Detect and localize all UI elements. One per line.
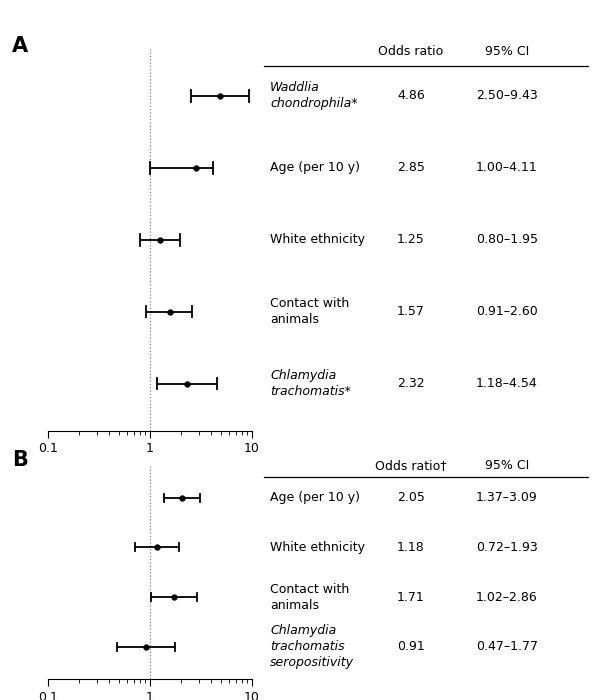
Text: B: B bbox=[12, 451, 28, 470]
Text: 2.85: 2.85 bbox=[397, 161, 425, 174]
Text: 1.18: 1.18 bbox=[397, 541, 425, 554]
Text: Age (per 10 y): Age (per 10 y) bbox=[270, 161, 360, 174]
Text: 95% CI: 95% CI bbox=[485, 46, 529, 58]
Text: Contact with
animals: Contact with animals bbox=[270, 582, 349, 612]
Text: 0.47–1.77: 0.47–1.77 bbox=[476, 640, 538, 653]
Text: 4.86: 4.86 bbox=[397, 90, 425, 102]
Text: White ethnicity: White ethnicity bbox=[270, 541, 365, 554]
Text: Odds ratio: Odds ratio bbox=[379, 46, 443, 58]
Text: 1.00–4.11: 1.00–4.11 bbox=[476, 161, 538, 174]
Text: Chlamydia
trachomatis*: Chlamydia trachomatis* bbox=[270, 369, 351, 398]
Text: Odds ratio†: Odds ratio† bbox=[375, 459, 447, 472]
Text: 2.32: 2.32 bbox=[397, 377, 425, 390]
Text: 1.37–3.09: 1.37–3.09 bbox=[476, 491, 538, 504]
Text: Chlamydia
trachomatis
seropositivity: Chlamydia trachomatis seropositivity bbox=[270, 624, 354, 669]
Text: 2.50–9.43: 2.50–9.43 bbox=[476, 90, 538, 102]
Text: 0.91–2.60: 0.91–2.60 bbox=[476, 305, 538, 318]
Text: A: A bbox=[12, 36, 28, 56]
Text: Age (per 10 y): Age (per 10 y) bbox=[270, 491, 360, 504]
Text: Contact with
animals: Contact with animals bbox=[270, 298, 349, 326]
Text: 0.80–1.95: 0.80–1.95 bbox=[476, 233, 538, 246]
Text: 1.57: 1.57 bbox=[397, 305, 425, 318]
Text: 95% CI: 95% CI bbox=[485, 459, 529, 472]
Text: 1.71: 1.71 bbox=[397, 591, 425, 603]
Text: 0.72–1.93: 0.72–1.93 bbox=[476, 541, 538, 554]
Text: 1.18–4.54: 1.18–4.54 bbox=[476, 377, 538, 390]
Text: 0.91: 0.91 bbox=[397, 640, 425, 653]
Text: Waddlia
chondrophila*: Waddlia chondrophila* bbox=[270, 81, 358, 111]
Text: 1.25: 1.25 bbox=[397, 233, 425, 246]
Text: 2.05: 2.05 bbox=[397, 491, 425, 504]
Text: White ethnicity: White ethnicity bbox=[270, 233, 365, 246]
Text: 1.02–2.86: 1.02–2.86 bbox=[476, 591, 538, 603]
